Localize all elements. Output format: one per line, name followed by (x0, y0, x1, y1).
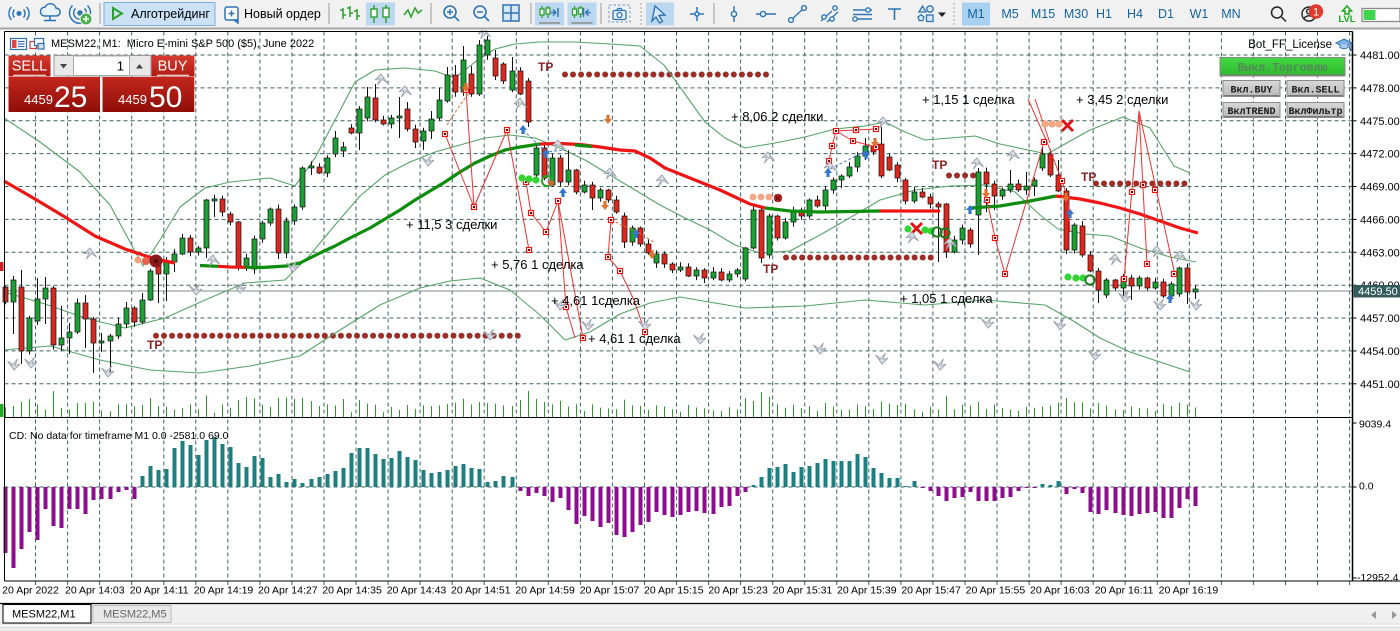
svg-text:Вкл.BUY: Вкл.BUY (1230, 86, 1272, 97)
svg-text:20 Apr 16:11: 20 Apr 16:11 (1095, 585, 1154, 597)
svg-text:M30: M30 (1064, 7, 1088, 21)
svg-text:20 Apr 15:23: 20 Apr 15:23 (708, 585, 768, 597)
svg-text:TP: TP (538, 60, 553, 74)
svg-text:Bot_FF_License: Bot_FF_License (1248, 39, 1332, 51)
svg-text:4466.00: 4466.00 (1360, 214, 1400, 226)
svg-text:20 Apr 14:43: 20 Apr 14:43 (387, 585, 447, 597)
svg-text:20 Apr 14:11: 20 Apr 14:11 (130, 585, 189, 597)
svg-text:Алготрейдинг: Алготрейдинг (131, 7, 210, 21)
svg-text:D1: D1 (1158, 7, 1174, 21)
svg-text:9039.4: 9039.4 (1359, 419, 1391, 431)
svg-text:+ 8,06 2 сделки: + 8,06 2 сделки (731, 109, 823, 124)
svg-text:LVL: LVL (1338, 14, 1355, 25)
svg-text:0.0: 0.0 (1359, 481, 1374, 493)
svg-text:20 Apr 15:55: 20 Apr 15:55 (966, 585, 1026, 597)
svg-text:20 Apr 2022: 20 Apr 2022 (2, 585, 59, 597)
svg-text:4459: 4459 (118, 92, 147, 107)
svg-text:20 Apr 14:27: 20 Apr 14:27 (258, 585, 318, 597)
svg-text:20 Apr 14:59: 20 Apr 14:59 (515, 585, 575, 597)
svg-text:H4: H4 (1127, 7, 1143, 21)
svg-text:+ 11,5 3 сделки: + 11,5 3 сделки (406, 217, 497, 232)
svg-text:4459: 4459 (24, 92, 53, 107)
svg-text:+ 1,15 1 сделка: + 1,15 1 сделка (922, 92, 1015, 107)
svg-text:+ 1,05 1 сделка: + 1,05 1 сделка (900, 291, 993, 306)
svg-text:1: 1 (1313, 7, 1319, 19)
svg-text:20 Apr 15:31: 20 Apr 15:31 (773, 585, 833, 597)
svg-text:TP: TP (932, 158, 947, 172)
svg-text:+ 4,61 1 сделка: + 4,61 1 сделка (588, 331, 681, 346)
svg-text:20 Apr 14:51: 20 Apr 14:51 (451, 585, 511, 597)
svg-text:4478.00: 4478.00 (1360, 83, 1400, 95)
svg-text:20 Apr 16:19: 20 Apr 16:19 (1159, 585, 1219, 597)
svg-text:20 Apr 16:03: 20 Apr 16:03 (1030, 585, 1090, 597)
svg-text:MESM22,M1: MESM22,M1 (12, 609, 76, 621)
svg-text:4472.00: 4472.00 (1360, 149, 1400, 161)
svg-text:+ 5,76 1 сделка: + 5,76 1 сделка (491, 257, 584, 272)
svg-text:4459.50: 4459.50 (1358, 286, 1398, 298)
svg-text:MESM22, M1: Micro E-mini S&P: MESM22, M1: Micro E-mini S&P 500 ($5), J… (51, 38, 314, 50)
svg-text:4469.00: 4469.00 (1360, 182, 1400, 194)
svg-text:25: 25 (54, 81, 87, 114)
svg-text:4475.00: 4475.00 (1360, 116, 1400, 128)
svg-text:20 Apr 14:19: 20 Apr 14:19 (194, 585, 254, 597)
svg-text:1: 1 (117, 59, 124, 74)
svg-text:20 Apr 15:39: 20 Apr 15:39 (837, 585, 897, 597)
svg-text:20 Apr 15:07: 20 Apr 15:07 (580, 585, 640, 597)
svg-text:TP: TP (1081, 170, 1096, 184)
svg-text:4481.00: 4481.00 (1360, 50, 1400, 62)
svg-text:M15: M15 (1031, 7, 1055, 21)
svg-text:M1: M1 (967, 7, 984, 21)
svg-text:20 Apr 14:35: 20 Apr 14:35 (322, 585, 382, 597)
svg-text:Вкл.SELL: Вкл.SELL (1291, 86, 1339, 97)
svg-text:BUY: BUY (158, 59, 188, 75)
svg-text:Новый ордер: Новый ордер (244, 7, 321, 21)
svg-text:W1: W1 (1190, 7, 1209, 21)
svg-text:20 Apr 15:15: 20 Apr 15:15 (644, 585, 704, 597)
svg-text:ВклTREND: ВклTREND (1227, 107, 1275, 118)
svg-text:Выкл.Торговлю: Выкл.Торговлю (1238, 62, 1328, 75)
svg-text:20 Apr 15:47: 20 Apr 15:47 (901, 585, 961, 597)
svg-text:4463.00: 4463.00 (1360, 247, 1400, 259)
svg-text:-12952.4: -12952.4 (1357, 572, 1399, 584)
svg-text:MESM22,M5: MESM22,M5 (103, 609, 167, 621)
svg-text:4457.00: 4457.00 (1360, 313, 1400, 325)
svg-text:TP: TP (147, 338, 162, 352)
svg-text:+ 4,61 1сделка: + 4,61 1сделка (551, 293, 641, 308)
svg-text:4454.00: 4454.00 (1360, 346, 1400, 358)
svg-text:CD: No data for timeframe M1 0: CD: No data for timeframe M1 0.0 -2581.0… (9, 430, 229, 442)
svg-text:SELL: SELL (12, 59, 47, 75)
svg-text:H1: H1 (1096, 7, 1112, 21)
svg-text:ВклФильтр: ВклФильтр (1288, 107, 1342, 118)
svg-text:20 Apr 14:03: 20 Apr 14:03 (65, 585, 125, 597)
svg-text:+ 3,45 2 сделки: + 3,45 2 сделки (1076, 92, 1168, 107)
svg-text:MN: MN (1221, 7, 1240, 21)
svg-text:50: 50 (149, 81, 182, 114)
svg-text:4451.00: 4451.00 (1360, 379, 1400, 391)
svg-text:TP: TP (763, 262, 778, 276)
svg-text:M5: M5 (1001, 7, 1018, 21)
